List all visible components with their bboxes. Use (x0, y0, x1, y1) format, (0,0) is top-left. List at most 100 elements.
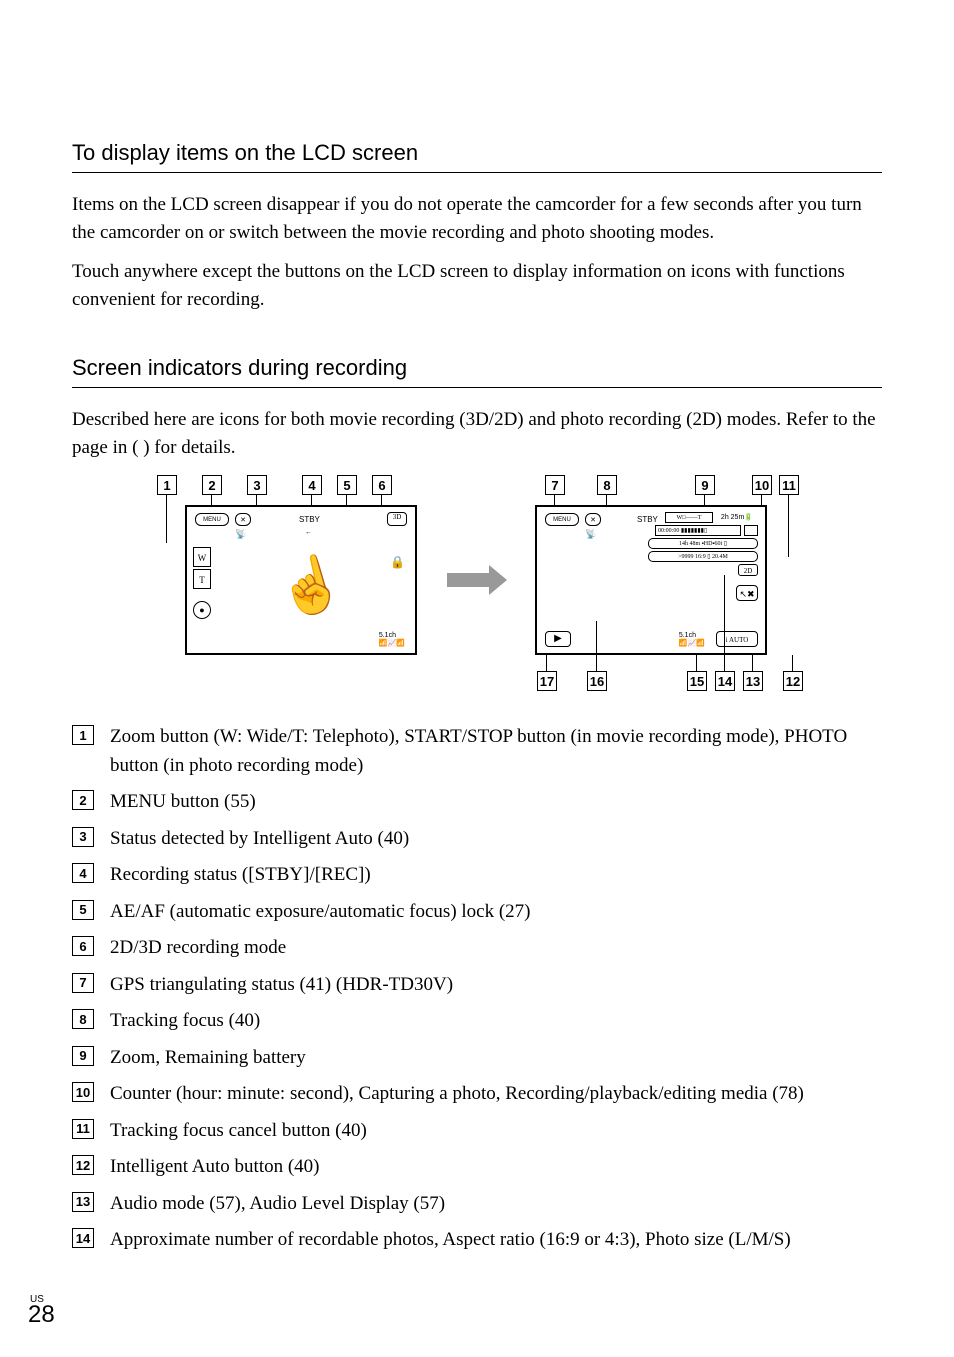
list-text-1: Zoom button (W: Wide/T: Telephoto), STAR… (110, 723, 882, 780)
remaining-time: 14h 48m ▪HD▪60i ▯ (648, 538, 758, 549)
page: To display items on the LCD screen Items… (0, 0, 954, 1357)
para-display-1: Items on the LCD screen disappear if you… (72, 191, 882, 246)
callout-17: 17 (537, 671, 557, 691)
list-item: 7 GPS triangulating status (41) (HDR-TD3… (72, 971, 882, 1000)
lcd-screen-right: MENU ✕ 📡 STBY W□——T 2h 25m🔋 00:00:00 ▮▮▮… (535, 505, 767, 655)
counter-bar: 00:00:00 ▮▮▮▮▮▮▮▯ (655, 525, 741, 536)
list-text-3: Status detected by Intelligent Auto (40) (110, 825, 882, 854)
zoom-tele[interactable]: T (193, 569, 211, 589)
lcd-diagram: 1 2 3 4 5 6 7 8 9 10 11 (147, 475, 807, 695)
stby-label-right: STBY (637, 515, 658, 524)
list-num-12: 12 (72, 1155, 94, 1175)
list-item: 6 2D/3D recording mode (72, 934, 882, 963)
callout-13: 13 (743, 671, 763, 691)
list-item: 9 Zoom, Remaining battery (72, 1044, 882, 1073)
list-text-9: Zoom, Remaining battery (110, 1044, 882, 1073)
list-num-8: 8 (72, 1009, 94, 1029)
rec-button[interactable]: ● (193, 601, 211, 619)
list-item: 5 AE/AF (automatic exposure/automatic fo… (72, 898, 882, 927)
callout-row-top: 1 2 3 4 5 6 7 8 9 10 11 (147, 475, 807, 499)
list-num-1: 1 (72, 725, 94, 745)
list-num-13: 13 (72, 1192, 94, 1212)
indicator-list: 1 Zoom button (W: Wide/T: Telephoto), ST… (72, 723, 882, 1255)
callout-8: 8 (597, 475, 617, 495)
page-number: US 28 (28, 1294, 55, 1329)
list-num-14: 14 (72, 1228, 94, 1248)
callout-3: 3 (247, 475, 267, 495)
callout-10: 10 (752, 475, 772, 495)
list-item: 3 Status detected by Intelligent Auto (4… (72, 825, 882, 854)
zoom-bar: W□——T (665, 512, 713, 523)
list-text-11: Tracking focus cancel button (40) (110, 1117, 882, 1146)
stby-label-left: STBY (299, 515, 320, 524)
menu-button-right[interactable]: MENU (545, 513, 579, 526)
zoom-wide[interactable]: W (193, 547, 211, 567)
para-indicators-1: Described here are icons for both movie … (72, 406, 882, 461)
iauto-button[interactable]: i AUTO (716, 631, 758, 647)
list-text-2: MENU button (55) (110, 788, 882, 817)
list-num-10: 10 (72, 1082, 94, 1102)
para-display-2: Touch anywhere except the buttons on the… (72, 258, 882, 313)
heading-screen-indicators: Screen indicators during recording (72, 355, 882, 388)
list-num-11: 11 (72, 1119, 94, 1139)
gps-icon-left: ✕ (235, 513, 251, 526)
diagram-container: 1 2 3 4 5 6 7 8 9 10 11 (72, 475, 882, 695)
arrow-icon (447, 565, 507, 595)
mode-2d-badge: 2D (738, 564, 758, 576)
list-num-2: 2 (72, 790, 94, 810)
list-text-13: Audio mode (57), Audio Level Display (57… (110, 1190, 882, 1219)
list-text-10: Counter (hour: minute: second), Capturin… (110, 1080, 882, 1109)
audio-left: 5.1ch📶📈📶 (379, 632, 405, 647)
list-num-3: 3 (72, 827, 94, 847)
playback-button[interactable]: ▶ (545, 631, 571, 647)
list-text-4: Recording status ([STBY]/[REC]) (110, 861, 882, 890)
list-text-6: 2D/3D recording mode (110, 934, 882, 963)
audio-right: 5.1ch📶📈📶 (679, 632, 705, 647)
callout-row-bottom: 17 16 15 14 13 12 (147, 671, 807, 695)
callout-16: 16 (587, 671, 607, 691)
callout-1: 1 (157, 475, 177, 495)
list-num-5: 5 (72, 900, 94, 920)
media-icon (744, 525, 758, 536)
list-text-8: Tracking focus (40) (110, 1007, 882, 1036)
hand-pointer-icon: ☝ (270, 548, 351, 626)
callout-11: 11 (779, 475, 799, 495)
callout-12: 12 (783, 671, 803, 691)
list-num-7: 7 (72, 973, 94, 993)
list-item: 2 MENU button (55) (72, 788, 882, 817)
menu-button-left[interactable]: MENU (195, 513, 229, 526)
satellite-icon-right: 📡 (585, 529, 596, 540)
list-num-6: 6 (72, 936, 94, 956)
list-item: 1 Zoom button (W: Wide/T: Telephoto), ST… (72, 723, 882, 780)
tracking-cancel-button[interactable]: ↖✖ (736, 585, 758, 601)
mode-3d-badge: 3D (387, 512, 407, 526)
callout-2: 2 (202, 475, 222, 495)
satellite-icon: 📡 (235, 529, 246, 540)
list-item: 11 Tracking focus cancel button (40) (72, 1117, 882, 1146)
list-text-14: Approximate number of recordable photos,… (110, 1226, 882, 1255)
list-num-4: 4 (72, 863, 94, 883)
heading-display-items: To display items on the LCD screen (72, 140, 882, 173)
list-text-12: Intelligent Auto button (40) (110, 1153, 882, 1182)
list-text-5: AE/AF (automatic exposure/automatic focu… (110, 898, 882, 927)
list-item: 12 Intelligent Auto button (40) (72, 1153, 882, 1182)
callout-15: 15 (687, 671, 707, 691)
callout-14: 14 (715, 671, 735, 691)
list-num-9: 9 (72, 1046, 94, 1066)
list-item: 10 Counter (hour: minute: second), Captu… (72, 1080, 882, 1109)
battery-remain: 2h 25m🔋 (721, 513, 753, 521)
left-arrow-stby: ← (305, 529, 312, 536)
list-item: 4 Recording status ([STBY]/[REC]) (72, 861, 882, 890)
page-num: 28 (28, 1301, 55, 1328)
photos-remaining: >9999 16:9 ▯ 20.4M (648, 551, 758, 562)
callout-9: 9 (695, 475, 715, 495)
callout-5: 5 (337, 475, 357, 495)
gps-icon-right: ✕ (585, 513, 601, 526)
callout-4: 4 (302, 475, 322, 495)
callout-6: 6 (372, 475, 392, 495)
list-item: 8 Tracking focus (40) (72, 1007, 882, 1036)
lcd-screen-left: MENU ✕ STBY 📡 ← 3D W T ● 🔒 5.1ch📶📈📶 ☝ (185, 505, 417, 655)
list-item: 14 Approximate number of recordable phot… (72, 1226, 882, 1255)
list-text-7: GPS triangulating status (41) (HDR-TD30V… (110, 971, 882, 1000)
list-item: 13 Audio mode (57), Audio Level Display … (72, 1190, 882, 1219)
